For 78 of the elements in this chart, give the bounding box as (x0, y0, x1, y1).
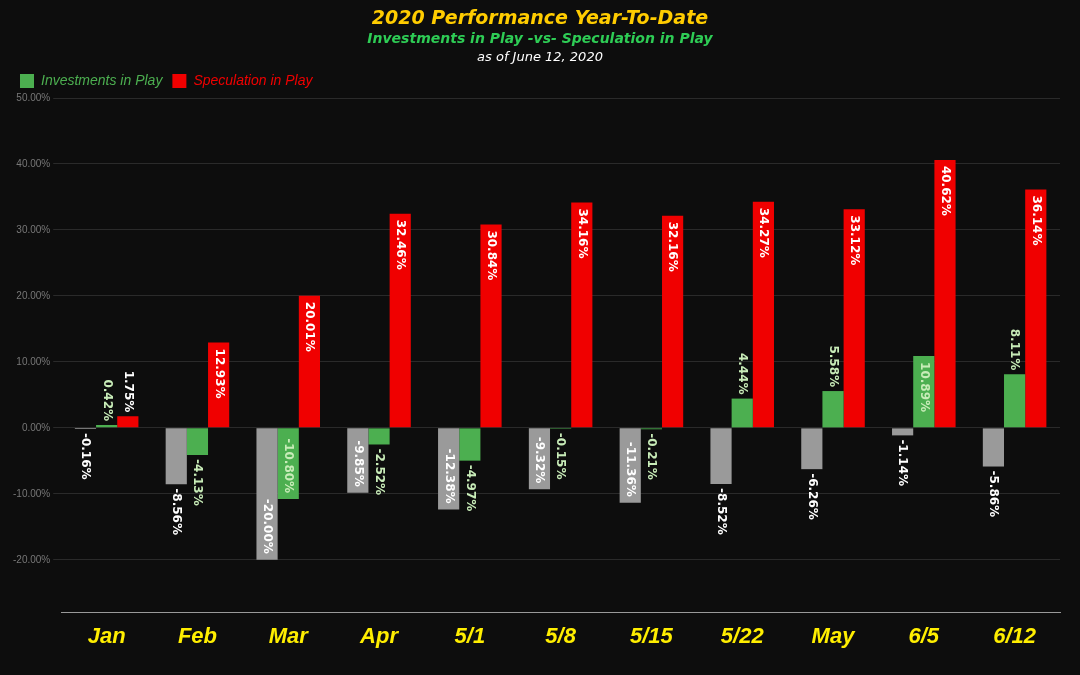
data-label: -9.85% (351, 440, 366, 487)
x-tick-label: 5/1 (454, 622, 486, 648)
bar (822, 391, 844, 428)
bar (934, 159, 956, 428)
data-label: 4.44% (736, 352, 751, 395)
data-label: 5.58% (826, 345, 841, 388)
data-label: 0.42% (100, 379, 115, 422)
data-label: 34.27% (757, 207, 772, 258)
data-label: 40.62% (938, 165, 953, 216)
data-label: -0.15% (554, 432, 569, 480)
x-tick-label: May (811, 622, 857, 648)
data-label: 1.75% (121, 370, 136, 413)
bar (389, 213, 411, 428)
y-tick-label: 10.00% (16, 355, 51, 367)
data-label: -6.26% (805, 473, 820, 520)
bar (1025, 189, 1047, 428)
y-tick-label: 40.00% (16, 157, 51, 169)
data-label: -8.52% (714, 488, 729, 535)
data-label: 32.46% (394, 219, 409, 270)
chart-subtitle: Investments in Play -vs- Speculation in Play (366, 30, 714, 46)
data-label: 34.16% (575, 208, 590, 259)
data-label: -11.36% (624, 441, 639, 497)
data-label: 12.93% (212, 348, 227, 399)
bar (731, 398, 753, 428)
data-label: -9.32% (533, 436, 548, 484)
bar (1004, 374, 1026, 428)
data-label: 32.16% (666, 221, 681, 272)
x-tick-label: 5/8 (545, 622, 577, 648)
bar (480, 224, 502, 428)
legend-label: Speculation in Play (193, 71, 314, 88)
chart-title: 2020 Performance Year-To-Date (370, 6, 710, 28)
data-label: -0.16% (79, 432, 94, 480)
data-label: -12.38% (442, 448, 457, 504)
x-tick-label: 6/5 (908, 622, 940, 648)
x-tick-label: Apr (359, 622, 400, 648)
data-label: -1.14% (896, 439, 911, 487)
data-label: 33.12% (848, 215, 863, 266)
legend-label: Investments in Play (41, 71, 164, 88)
y-tick-label: 50.00% (16, 91, 51, 103)
data-label: 10.89% (917, 362, 932, 413)
data-label: 30.84% (484, 230, 499, 281)
data-label: -20.00% (260, 498, 275, 554)
data-label: 20.01% (303, 301, 318, 352)
data-label: -10.80% (282, 438, 297, 494)
x-tick-label: 6/12 (993, 622, 1037, 648)
x-tick-label: Feb (177, 622, 217, 648)
data-label: 8.11% (1008, 328, 1023, 371)
bar (843, 209, 865, 428)
bar (117, 416, 139, 428)
x-tick-label: Jan (87, 622, 126, 648)
bar (982, 428, 1005, 467)
text: as of June 12, 2020 (476, 49, 604, 64)
bar (165, 428, 187, 485)
bar (892, 428, 914, 436)
data-label: -5.86% (987, 470, 1002, 518)
data-label: -8.56% (170, 488, 185, 535)
y-tick-label: -20.00% (13, 553, 51, 565)
data-label: -4.97% (463, 464, 478, 512)
bar (459, 428, 481, 461)
bar (801, 428, 823, 470)
y-tick-label: -10.00% (13, 487, 51, 499)
bar (368, 428, 390, 445)
bar (186, 428, 209, 456)
bar (256, 428, 278, 560)
data-label: -2.52% (372, 448, 387, 496)
data-label: -4.13% (191, 459, 206, 506)
y-tick-label: 30.00% (16, 223, 51, 235)
bar (571, 202, 593, 428)
x-tick-label: 5/22 (720, 622, 765, 648)
data-label: -0.21% (645, 433, 660, 480)
x-tick-label: Mar (268, 622, 310, 648)
x-tick-label: 5/15 (630, 622, 674, 648)
bar (710, 428, 732, 485)
y-tick-label: 20.00% (16, 289, 51, 301)
data-label: 36.14% (1029, 195, 1044, 246)
bar (752, 201, 774, 428)
bar (662, 215, 684, 428)
y-tick-label: 0.00% (21, 421, 51, 433)
